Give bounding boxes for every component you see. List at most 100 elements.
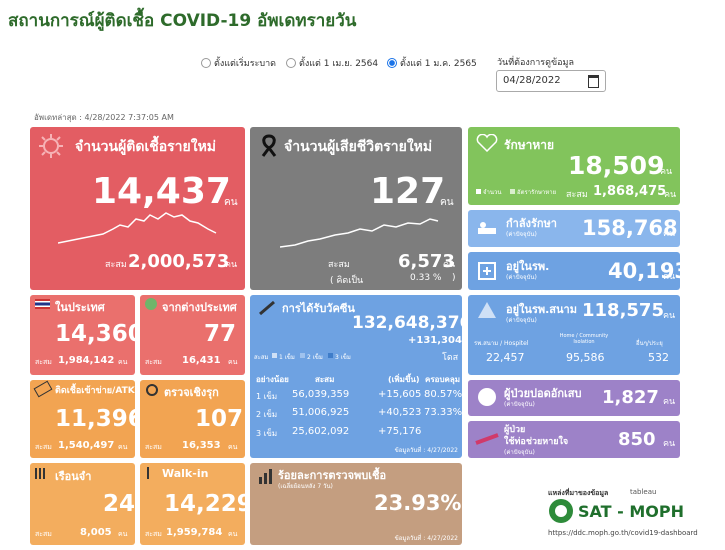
column-header: อย่างน้อย [256, 375, 289, 384]
card-title: ผู้ป่วยปอดอักเสบ [504, 387, 582, 400]
legend-swatch [476, 189, 481, 194]
row-label: 3 เข็ม [256, 429, 278, 438]
total-value: 1,959,784 [166, 527, 223, 538]
unit: คน [440, 197, 454, 208]
card-title: ในประเทศ [55, 301, 105, 314]
column-header: (เพิ่มขึ้น) [388, 375, 420, 384]
unit: คน [664, 190, 677, 200]
page-title: สถานการณ์ผู้ติดเชื้อ COVID-19 อัพเดทรายว… [8, 11, 357, 31]
heart-icon [476, 134, 498, 152]
active-search-card: ตรวจเชิงรุก 107 สะสม 16,353 คน [140, 380, 245, 458]
row-total: 25,602,092 [292, 426, 350, 437]
card-title: Walk-in [162, 467, 209, 480]
ventilator-card: ผู้ป่วย ใช้ท่อช่วยหายใจ (ค่าปัจจุบัน) 85… [468, 421, 680, 458]
calendar-icon [588, 75, 599, 88]
percent-close: ) [452, 273, 456, 283]
unit: คน [660, 167, 673, 177]
legend-label: 1 เข็ม [279, 354, 295, 361]
card-note: (ค่าปัจจุบัน) [506, 274, 537, 281]
vaccine-total: 132,648,376 [352, 313, 472, 333]
unit: คน [663, 229, 676, 239]
card-title: ร้อยละการตรวจพบเชื้อ [278, 469, 387, 482]
legend-label: จำนวน [483, 189, 502, 196]
card-title: จำนวนผู้เสียชีวิตรายใหม่ [284, 139, 433, 155]
vaccine-increase: +131,304 [408, 335, 462, 346]
card-title: ผู้ป่วย [504, 425, 526, 435]
card-value: 107 [195, 406, 244, 432]
source-org: SAT - MOPH [578, 502, 684, 521]
imported-card: จากต่างประเทศ 77 สะสม 16,431 คน [140, 295, 245, 375]
card-value: 127 [370, 171, 446, 212]
percent-value: 0.33 % [410, 273, 442, 283]
total-label: สะสม [566, 190, 588, 200]
unit: คน [228, 530, 238, 538]
hospital-icon [478, 262, 496, 280]
vaccine-card: การได้รับวัคซีน 132,648,376 +131,304 โดส… [250, 295, 471, 458]
card-value: 24 [103, 491, 136, 517]
total-label: สะสม [35, 443, 52, 451]
total-value: 1,868,475 [593, 184, 667, 199]
total-label: สะสม [145, 443, 162, 451]
card-value: 14,437 [92, 171, 231, 212]
card-value: 11,396 [55, 406, 144, 432]
sparkline [58, 212, 217, 244]
radio[interactable] [201, 58, 211, 68]
data-date: ข้อมูลวันที่ : 4/27/2022 [394, 535, 458, 542]
unit: คน [443, 260, 456, 270]
card-value: 23.93% [374, 491, 462, 515]
total-label: สะสม [328, 260, 350, 270]
unit: คน [225, 260, 238, 270]
prison-icon [35, 468, 47, 479]
total-label: สะสม [35, 358, 52, 366]
column-header: ครอบคลุม [425, 375, 461, 384]
data-date: ข้อมูลวันที่ : 4/27/2022 [394, 447, 458, 454]
total-value: 1,540,497 [58, 440, 115, 451]
legend-label: อัตรารักษาหาย [517, 189, 557, 196]
legend-swatch [328, 353, 333, 358]
percent-open: ( คิดเป็น [330, 276, 364, 286]
unit: คน [224, 197, 238, 208]
unit: โดส [442, 353, 459, 363]
legend-swatch [300, 353, 305, 358]
column-value: 532 [648, 351, 669, 364]
card-value: 158,768 [582, 216, 678, 240]
card-value: 77 [204, 321, 237, 347]
total-value: 1,984,142 [58, 355, 115, 366]
moph-logo [549, 499, 573, 523]
card-title: ตรวจเชิงรุก [164, 386, 219, 399]
card-title: ใช้ท่อช่วยหายใจ [504, 437, 569, 447]
walk-icon [147, 467, 154, 479]
legend-swatch [272, 353, 277, 358]
card-title: อยู่ในรพ.สนาม [506, 303, 577, 316]
total-label: สะสม [145, 530, 162, 538]
ribbon-icon [261, 134, 277, 157]
row-increase: +40,523 [378, 407, 422, 418]
unit: คน [663, 439, 676, 449]
tent-icon [478, 302, 496, 318]
radio[interactable] [387, 58, 397, 68]
row-total: 56,039,359 [292, 389, 350, 400]
card-title: จากต่างประเทศ [162, 301, 237, 314]
deaths-card: จำนวนผู้เสียชีวิตรายใหม่ 127 คน สะสม 6,5… [250, 127, 462, 290]
row-increase: +75,176 [378, 426, 422, 437]
date-input[interactable]: 04/28/2022 [496, 70, 606, 92]
radio[interactable] [286, 58, 296, 68]
column-label: รพ.สนาม / Hospitel [474, 340, 529, 347]
card-value: 14,360 [55, 321, 144, 347]
legend-label: สะสม [254, 354, 269, 361]
date-value: 04/28/2022 [503, 75, 561, 86]
row-increase: +15,605 [378, 389, 422, 400]
ventilator-icon [475, 433, 499, 445]
source-label: แหล่งที่มาของข้อมูล [548, 489, 609, 497]
unit: คน [228, 358, 238, 366]
row-coverage: 80.57% [424, 389, 463, 400]
total-value: 16,353 [182, 440, 221, 451]
card-title: รักษาหาย [504, 138, 555, 152]
filter-label: ตั้งแต่เริ่มระบาด [214, 59, 277, 69]
card-title: เรือนจำ [55, 470, 92, 483]
card-title: อยู่ในรพ. [506, 260, 550, 273]
positive-rate-card: ร้อยละการตรวจพบเชื้อ (เฉลี่ยย้อนหลัง 7 ว… [250, 463, 462, 545]
card-note: (ค่าปัจจุบัน) [504, 401, 535, 408]
globe-icon [145, 298, 157, 310]
row-label: 1 เข็ม [256, 392, 278, 401]
